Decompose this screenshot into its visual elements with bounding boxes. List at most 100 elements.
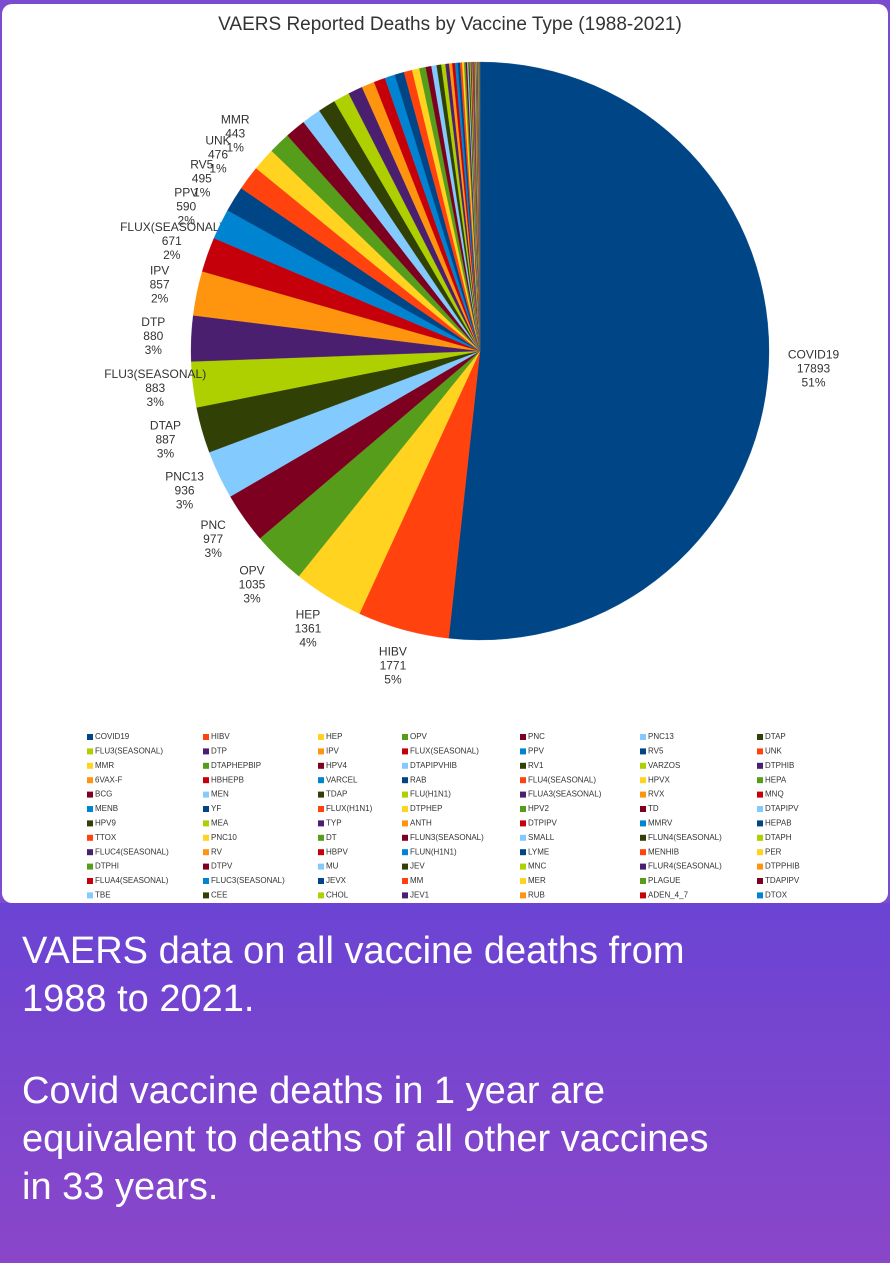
caption-line: 1988 to 2021. [22, 978, 255, 1020]
legend-label: MENB [95, 804, 118, 813]
legend-label: MMR [95, 761, 114, 770]
slice-label-percent: 3% [205, 546, 223, 560]
legend-swatch [203, 777, 209, 784]
legend-swatch [402, 734, 408, 740]
slice-label-value: 977 [203, 532, 223, 546]
legend-swatch [757, 892, 763, 899]
legend-label: SMALL [528, 833, 555, 842]
slice-label-name: FLU3(SEASONAL) [104, 367, 206, 381]
legend-label: RV1 [528, 761, 544, 770]
legend-swatch [520, 849, 526, 856]
legend-label: LYME [528, 847, 549, 856]
slice-label-percent: 4% [299, 635, 317, 649]
legend-swatch [87, 892, 93, 899]
legend-label: RUB [528, 891, 545, 900]
legend-label: MM [410, 876, 424, 885]
legend-swatch [318, 762, 324, 769]
legend-swatch [640, 834, 646, 841]
legend-label: DTAPIPV [765, 804, 799, 813]
caption-line: Covid vaccine deaths in 1 year are [22, 1070, 605, 1112]
legend-label: PNC [528, 732, 545, 741]
slice-label-name: COVID19 [788, 347, 840, 361]
legend-label: MENHIB [648, 847, 679, 856]
slice-label-value: 1035 [239, 578, 266, 592]
slice-label-percent: 1% [227, 140, 245, 154]
legend-swatch [87, 863, 93, 870]
legend-label: OPV [410, 732, 428, 741]
legend-label: ANTH [410, 819, 432, 828]
legend-swatch [757, 734, 763, 740]
legend-swatch [203, 820, 209, 827]
legend-label: VARZOS [648, 761, 680, 770]
legend-swatch [757, 834, 763, 841]
legend-label: RV [211, 847, 223, 856]
legend-label: TYP [326, 819, 342, 828]
slice-label-name: DTAP [150, 419, 181, 433]
legend-swatch [520, 806, 526, 812]
legend-swatch [520, 820, 526, 827]
legend-label: DTAPIPVHIB [410, 761, 457, 770]
slice-label-name: UNK [205, 133, 230, 147]
legend-swatch [757, 863, 763, 870]
legend-label: UNK [765, 747, 783, 756]
legend-swatch [87, 762, 93, 769]
legend-label: FLUA4(SEASONAL) [95, 876, 169, 885]
legend-label: DTOX [765, 891, 788, 900]
slice-label-percent: 5% [384, 672, 402, 686]
legend-swatch [203, 806, 209, 812]
slice-label-value: 671 [162, 234, 182, 248]
legend-label: RV5 [648, 747, 664, 756]
legend-label: HIBV [211, 732, 230, 741]
slice-label-percent: 3% [243, 592, 261, 606]
slice-label-name: DTP [141, 315, 165, 329]
legend-label: FLUX(SEASONAL) [410, 747, 479, 756]
legend-swatch [402, 878, 408, 884]
legend-label: DTP [211, 747, 227, 756]
legend-label: PPV [528, 747, 545, 756]
legend-swatch [520, 777, 526, 784]
legend-swatch [640, 878, 646, 884]
legend-swatch [318, 849, 324, 856]
slice-label-value: 883 [145, 381, 165, 395]
legend-label: FLUA3(SEASONAL) [528, 790, 602, 799]
slice-label-value: 17893 [797, 361, 831, 375]
legend-label: HPV4 [326, 761, 347, 770]
slice-label-name: HIBV [379, 644, 407, 658]
slice-label-percent: 2% [178, 214, 196, 228]
legend-swatch [318, 748, 324, 755]
legend-swatch [640, 849, 646, 856]
legend-swatch [520, 863, 526, 870]
legend-swatch [318, 863, 324, 870]
legend-swatch [318, 791, 324, 798]
legend-swatch [203, 863, 209, 870]
legend-swatch [402, 777, 408, 784]
slice-label-percent: 1% [193, 185, 211, 199]
legend-label: PER [765, 847, 782, 856]
legend-swatch [402, 834, 408, 841]
slice-label-value: 495 [192, 171, 212, 185]
legend-swatch [402, 849, 408, 856]
slice-label-value: 887 [155, 433, 175, 447]
legend-label: HEP [326, 732, 342, 741]
legend-label: JEV [410, 862, 425, 871]
legend-label: HEPA [765, 775, 787, 784]
legend-swatch [203, 849, 209, 856]
legend-swatch [640, 748, 646, 755]
slice-label-percent: 2% [151, 292, 169, 306]
slice-label-value: 936 [175, 483, 195, 497]
legend-swatch [520, 791, 526, 798]
legend-swatch [318, 878, 324, 884]
legend-swatch [640, 863, 646, 870]
legend-swatch [402, 748, 408, 755]
legend-label: YF [211, 804, 221, 813]
slice-label-name: HEP [296, 607, 321, 621]
legend-swatch [402, 820, 408, 827]
legend-label: MU [326, 862, 339, 871]
legend-swatch [520, 762, 526, 769]
legend-label: FLUN(H1N1) [410, 847, 457, 856]
legend-swatch [87, 834, 93, 841]
legend-label: FLU3(SEASONAL) [95, 747, 163, 756]
legend-label: MEA [211, 819, 229, 828]
legend-swatch [318, 734, 324, 740]
